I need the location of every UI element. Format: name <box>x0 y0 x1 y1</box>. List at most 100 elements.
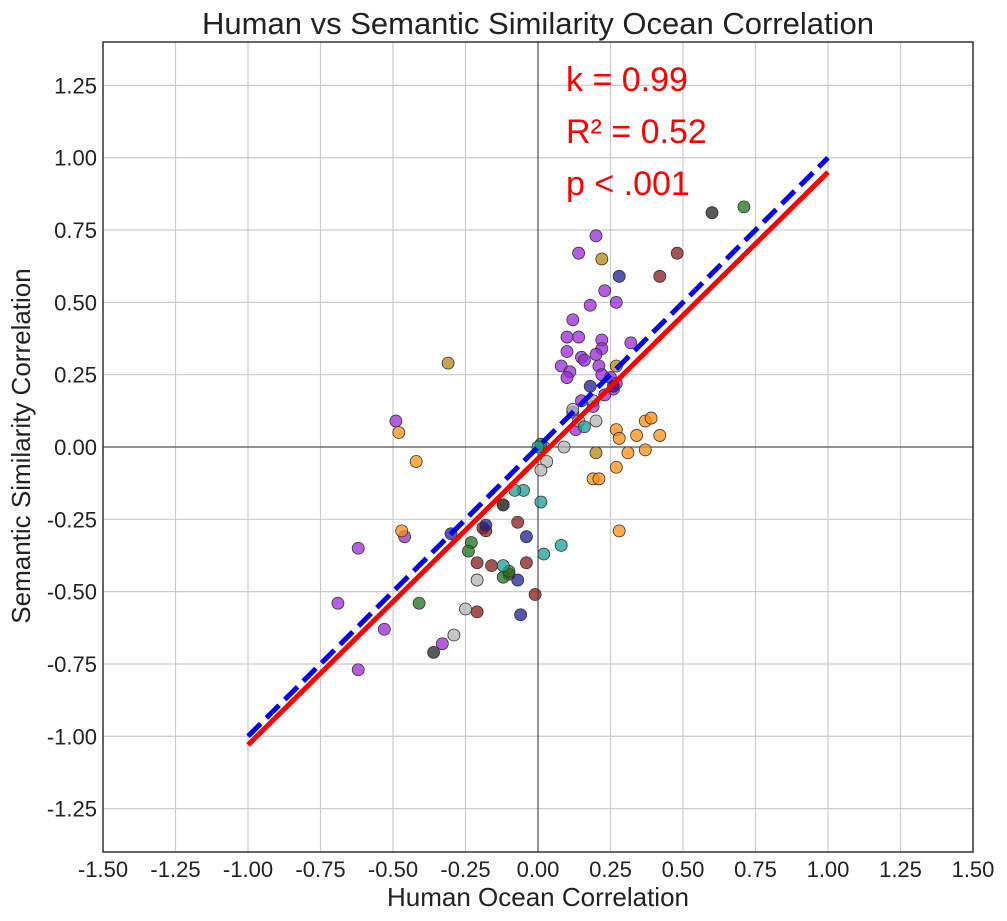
identity-line <box>246 155 830 739</box>
data-point-orange <box>630 429 643 442</box>
data-point-purple <box>560 330 574 344</box>
data-point-darkgray <box>705 206 719 220</box>
fit-lines <box>246 155 830 747</box>
data-point-teal <box>554 538 568 552</box>
data-point-purple <box>377 622 391 636</box>
x-tick-label: -0.50 <box>368 857 418 882</box>
data-point-gray <box>589 414 603 428</box>
y-tick-label: 0.50 <box>54 290 97 315</box>
data-point-purple <box>598 284 612 298</box>
y-tick-label: 0.75 <box>54 218 97 243</box>
y-tick-label: -0.25 <box>47 507 97 532</box>
data-point-orange <box>612 431 626 445</box>
plot-frame <box>102 41 974 853</box>
data-point-orange <box>644 411 658 425</box>
x-tick-label: 1.50 <box>952 857 995 882</box>
x-tick-label: -0.25 <box>440 857 490 882</box>
data-point-gray <box>534 463 548 477</box>
data-point-purple <box>435 637 449 651</box>
data-point-maroon <box>528 588 542 601</box>
data-point-maroon <box>485 559 499 573</box>
data-point-orange <box>653 429 667 442</box>
data-point-goldenrod <box>595 252 609 266</box>
data-point-orange <box>392 426 406 439</box>
x-tick-label: -1.00 <box>223 857 273 882</box>
x-tick-label: 0.50 <box>662 857 705 882</box>
data-point-purple <box>560 371 574 384</box>
data-point-maroon <box>670 246 684 260</box>
data-point-navy <box>511 573 525 587</box>
data-point-green <box>412 596 426 610</box>
data-point-navy <box>583 379 597 393</box>
annotation-k: k = 0.99 <box>566 61 688 99</box>
y-tick-label: 0.25 <box>54 363 97 388</box>
data-point-teal <box>578 420 591 434</box>
y-tick-label: 0.00 <box>54 435 97 460</box>
y-tick-label: 1.00 <box>54 146 97 171</box>
data-point-goldenrod <box>441 356 455 370</box>
data-point-maroon <box>470 605 484 619</box>
data-point-purple <box>389 414 403 428</box>
data-point-orange <box>638 443 652 457</box>
x-axis-label: Human Ocean Correlation <box>387 882 689 912</box>
x-tick-label: 0.75 <box>734 857 777 882</box>
annotation-r-squared: R² = 0.52 <box>566 113 707 151</box>
x-tick-label: 0.00 <box>517 857 560 882</box>
data-point-orange <box>621 446 635 460</box>
x-tick-label: -0.75 <box>295 857 345 882</box>
data-point-purple <box>578 353 591 367</box>
data-point-maroon <box>520 556 533 570</box>
data-point-maroon <box>511 515 525 529</box>
data-point-green <box>461 544 475 558</box>
data-point-purple <box>560 345 574 358</box>
data-point-gray <box>470 573 484 587</box>
data-point-navy <box>479 518 493 532</box>
data-point-purple <box>351 663 365 677</box>
data-point-orange <box>609 460 623 474</box>
data-point-navy <box>520 530 533 544</box>
data-point-green <box>737 200 751 214</box>
x-tick-label: 0.25 <box>589 857 632 882</box>
data-point-purple <box>572 330 585 344</box>
y-tick-label: -0.50 <box>47 580 97 605</box>
data-point-purple <box>351 541 365 555</box>
annotation-p-value: p < .001 <box>566 165 690 203</box>
y-tick-label: -0.75 <box>47 652 97 677</box>
x-tick-label: -1.25 <box>150 857 200 882</box>
data-point-orange <box>612 524 626 538</box>
data-point-orange <box>409 455 423 468</box>
data-point-orange <box>395 524 409 538</box>
data-point-orange <box>592 472 606 486</box>
data-point-navy <box>514 608 527 622</box>
x-tick-label: 1.25 <box>879 857 922 882</box>
data-point-purple <box>572 246 585 260</box>
data-point-teal <box>496 559 510 573</box>
data-point-purple <box>609 295 623 309</box>
data-point-purple <box>589 229 603 243</box>
x-tick-label: 1.00 <box>807 857 850 882</box>
y-axis-label: Semantic Similarity Correlation <box>6 268 36 623</box>
data-point-darkgray <box>427 645 441 659</box>
data-point-purple <box>583 298 597 312</box>
data-point-navy <box>612 269 626 283</box>
data-point-maroon <box>653 269 667 283</box>
data-point-teal <box>537 547 551 561</box>
data-point-purple <box>589 348 603 361</box>
y-tick-label: -1.25 <box>47 797 97 822</box>
y-tick-labels: -1.25 -1.00 -0.75 -0.50 -0.25 0.00 0.25 0.50 0.7… <box>47 73 97 821</box>
data-point-goldenrod <box>589 446 603 460</box>
data-point-purple <box>624 336 638 350</box>
data-point-gray <box>447 628 461 642</box>
data-point-purple <box>566 313 580 327</box>
data-point-teal <box>534 495 548 509</box>
data-point-gray <box>459 602 472 616</box>
y-tick-label: 1.25 <box>54 73 97 98</box>
chart-title: Human vs Semantic Similarity Ocean Corre… <box>202 6 874 41</box>
data-point-maroon <box>470 556 484 570</box>
data-point-purple <box>331 596 345 610</box>
x-tick-label: -1.50 <box>78 857 128 882</box>
y-tick-label: -1.00 <box>47 724 97 749</box>
x-tick-labels: -1.50 -1.25 -1.00 -0.75 -0.50 -0.25 0.00 0.25 0.… <box>78 857 994 882</box>
